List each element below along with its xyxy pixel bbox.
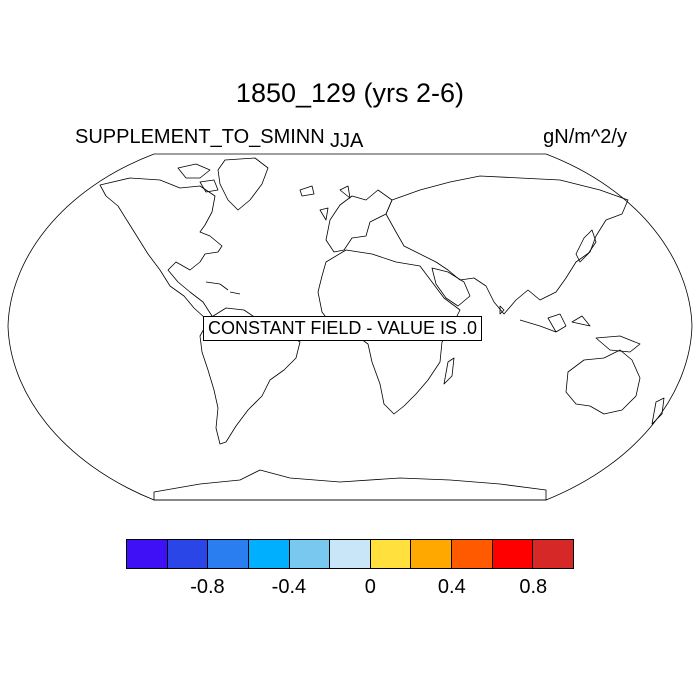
antarctica-coast bbox=[153, 469, 547, 501]
colorbar-swatch bbox=[126, 539, 168, 569]
plot-title: 1850_129 (yrs 2-6) bbox=[235, 78, 465, 108]
colorbar-tick-label: 0 bbox=[364, 576, 376, 598]
colorbar-swatch bbox=[532, 539, 575, 569]
colorbar-swatch bbox=[491, 539, 534, 569]
colorbar-swatch bbox=[369, 539, 412, 569]
arabian-peninsula bbox=[431, 267, 471, 307]
colorbar-tick-label: 0.8 bbox=[519, 576, 548, 598]
small-islands bbox=[299, 185, 505, 315]
colorbar-tick-label: -0.4 bbox=[271, 576, 307, 598]
new-zealand-coast bbox=[651, 397, 665, 425]
madagascar-coast bbox=[443, 357, 455, 385]
variable-label: SUPPLEMENT_TO_SMINN bbox=[75, 126, 325, 148]
colorbar-swatch bbox=[451, 539, 493, 569]
arctic-islands bbox=[177, 163, 219, 193]
colorbar-tick-label: -0.8 bbox=[190, 576, 225, 598]
europe-coast bbox=[319, 185, 393, 253]
greenland-coast bbox=[217, 157, 269, 211]
units-label: gN/m^2/y bbox=[543, 126, 627, 148]
colorbar-swatch bbox=[207, 539, 249, 569]
colorbar-swatch bbox=[329, 539, 371, 569]
japan-coast bbox=[575, 229, 597, 263]
colorbar-swatch bbox=[288, 539, 331, 569]
southeast-asia-islands bbox=[519, 313, 641, 353]
colorbar-swatch bbox=[166, 539, 209, 569]
colorbar bbox=[126, 539, 575, 569]
caribbean-islands bbox=[205, 281, 241, 295]
asia-coast bbox=[385, 175, 629, 315]
colorbar-tick-label: 0.4 bbox=[437, 576, 466, 598]
australia-coast bbox=[565, 349, 641, 415]
north-america-coast bbox=[99, 177, 223, 319]
constant-field-message: CONSTANT FIELD - VALUE IS .0 bbox=[203, 316, 483, 341]
colorbar-swatch bbox=[247, 539, 290, 569]
season-label: JJA bbox=[330, 130, 364, 152]
colorbar-swatch bbox=[410, 539, 453, 569]
